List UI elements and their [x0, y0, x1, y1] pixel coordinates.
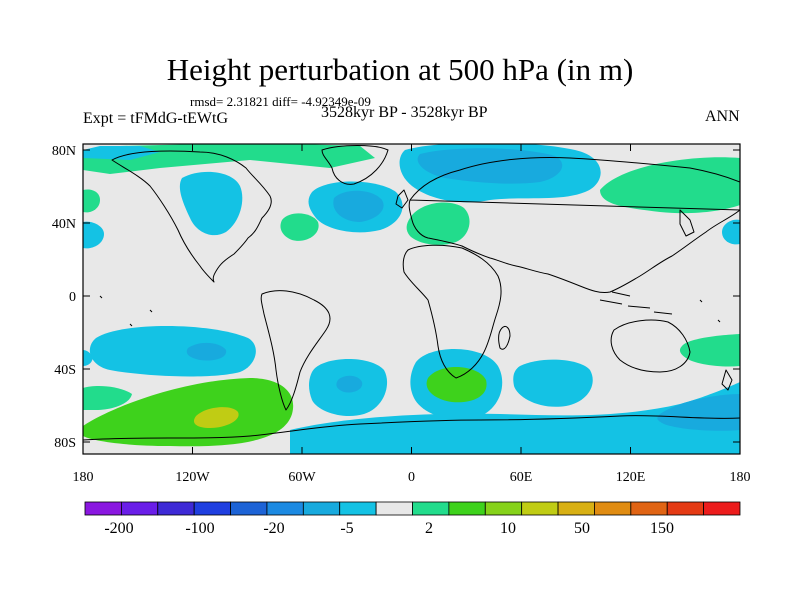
coast-australia — [610, 319, 691, 373]
colorbar-label: -20 — [263, 520, 284, 537]
contour-blue-south-pacific — [89, 326, 256, 377]
experiment-label: Expt = tFMdG-tEWtG — [83, 110, 229, 127]
coast-indonesia — [599, 291, 673, 315]
colorbar-swatch — [484, 501, 523, 516]
colorbar-label: -100 — [185, 520, 214, 537]
coast-north-america — [111, 150, 272, 283]
contour-yellow-green-core — [193, 407, 239, 428]
lon-label: 180 — [73, 470, 94, 485]
colorbar-swatch — [630, 501, 668, 516]
contour-blue-west-edge — [83, 221, 104, 249]
colorbar-swatch — [230, 501, 268, 516]
lon-label: 0 — [408, 470, 415, 485]
coast-japan — [679, 209, 695, 237]
contour-green-australia-east — [679, 334, 740, 367]
colorbar-labels: -200 -100 -20 -5 2 10 50 150 — [104, 520, 674, 537]
coast-eurasia — [408, 157, 740, 293]
period-label: 3528kyr BP - 3528kyr BP — [321, 104, 488, 121]
colorbar-label: 10 — [500, 520, 516, 537]
contour-green-atlantic-small — [280, 213, 319, 241]
coastlines — [83, 145, 740, 441]
lon-label: 120E — [616, 470, 646, 485]
contour-green-south-africa — [426, 366, 487, 403]
colorbar-swatch — [193, 501, 231, 516]
lat-label: 40N — [52, 217, 76, 232]
colorbar-swatch — [375, 501, 413, 516]
colorbar-swatch — [412, 501, 450, 516]
colorbar-swatch — [84, 501, 122, 516]
coast-pacific-islands — [99, 295, 721, 327]
colorbar-swatch — [521, 501, 559, 516]
lon-labels: 180 120W 60W 0 60E 120E 180 — [73, 470, 751, 485]
contour-blue-eurasia-core — [417, 148, 563, 184]
contour-blue-south-east-edge — [83, 350, 93, 366]
season-label: ANN — [705, 108, 740, 125]
contour-blue-southern-ocean-core — [657, 394, 740, 431]
contour-green-europe — [406, 202, 470, 245]
colorbar-swatch — [448, 501, 486, 516]
coast-new-zealand — [721, 369, 733, 391]
lat-labels: 80N 40N 0 40S 80S — [52, 144, 76, 451]
lat-label: 40S — [54, 363, 76, 378]
colorbar-label: 150 — [650, 520, 674, 537]
contour-blue-south-pacific-core — [186, 342, 227, 361]
colorbar-swatch — [557, 501, 595, 516]
contour-green-sw — [83, 386, 132, 410]
colorbar — [84, 501, 741, 516]
contour-blue-southern-ocean — [290, 382, 740, 454]
contour-blue-south-atlantic-core — [336, 375, 363, 393]
coast-africa — [402, 244, 502, 379]
lon-label: 60E — [510, 470, 533, 485]
plot-title: Height perturbation at 500 hPa (in m) — [166, 52, 634, 87]
lat-label: 80S — [54, 436, 76, 451]
contour-blue-nw — [83, 146, 160, 160]
stats-line: rmsd= 2.31821 diff= -4.92349e-09 — [190, 94, 371, 109]
lon-label: 120W — [175, 470, 210, 485]
colorbar-label: 50 — [574, 520, 590, 537]
contour-green-south-pacific-band — [83, 378, 294, 447]
colorbar-swatch — [157, 501, 195, 516]
coast-south-america — [260, 290, 331, 411]
colorbar-swatch — [339, 501, 377, 516]
contour-blue-north-atlantic-core — [333, 190, 384, 222]
colorbar-label: 2 — [425, 520, 433, 537]
colorbar-swatch — [594, 501, 632, 516]
colorbar-label: -5 — [340, 520, 353, 537]
colorbar-swatch — [703, 501, 741, 516]
contour-blue-east-edge — [722, 219, 740, 245]
lat-ticks — [83, 149, 740, 443]
lat-label: 0 — [69, 290, 76, 305]
coast-madagascar — [498, 325, 511, 350]
contour-blue-indian-ocean — [513, 359, 593, 407]
lon-label: 180 — [730, 470, 751, 485]
colorbar-swatch — [666, 501, 705, 516]
colorbar-swatch — [266, 501, 304, 516]
colorbar-swatch — [120, 501, 159, 516]
coast-antarctica — [83, 415, 740, 441]
lat-label: 80N — [52, 144, 76, 159]
contour-green-west-edge — [83, 189, 100, 213]
colorbar-label: -200 — [104, 520, 133, 537]
lon-ticks — [82, 144, 741, 454]
contour-blue-canada — [179, 171, 243, 236]
coast-uk — [395, 189, 409, 209]
contour-fields — [83, 144, 740, 454]
colorbar-swatch — [302, 501, 341, 516]
coast-greenland — [321, 145, 389, 185]
lon-label: 60W — [288, 470, 316, 485]
